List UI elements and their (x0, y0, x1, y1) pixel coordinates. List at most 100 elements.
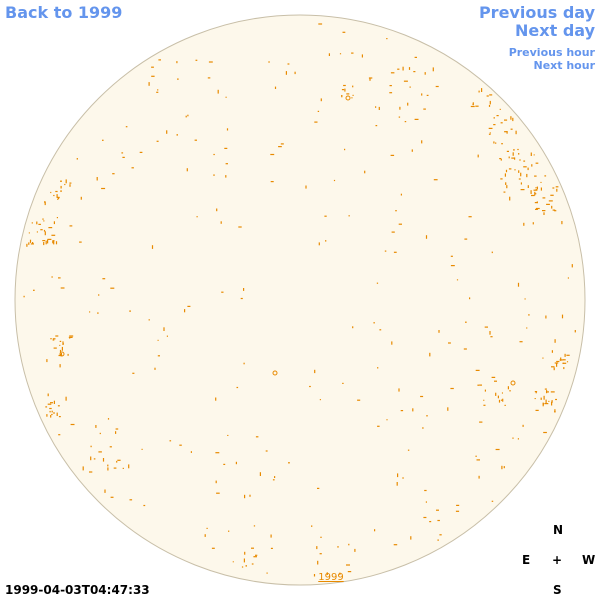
magnetic-feature (561, 221, 563, 225)
magnetic-feature (398, 388, 400, 392)
magnetic-feature (50, 338, 52, 340)
magnetic-feature (432, 67, 434, 72)
magnetic-feature (235, 461, 237, 465)
magnetic-feature (399, 106, 401, 110)
magnetic-feature (554, 210, 557, 212)
magnetic-feature (69, 184, 71, 187)
previous-day-link[interactable]: Previous day (478, 3, 595, 22)
magnetic-feature (213, 153, 215, 156)
magnetic-feature (527, 185, 529, 188)
magnetic-feature (512, 117, 514, 122)
magnetic-feature (216, 208, 218, 212)
magnetic-feature (326, 572, 328, 575)
back-to-year-link[interactable]: Back to 1999 (5, 3, 123, 22)
magnetic-feature (176, 134, 178, 136)
magnetic-feature (245, 565, 247, 567)
magnetic-feature (211, 547, 215, 549)
next-hour-link[interactable]: Next hour (533, 59, 596, 72)
magnetic-feature (115, 431, 117, 434)
magnetic-feature (500, 178, 503, 180)
magnetic-feature (251, 547, 254, 549)
magnetic-feature (506, 131, 508, 134)
magnetic-feature (238, 226, 242, 228)
magnetic-feature-ring (272, 370, 278, 376)
magnetic-feature (551, 350, 553, 353)
magnetic-feature (505, 169, 508, 173)
magnetic-feature (508, 156, 510, 159)
previous-hour-link[interactable]: Previous hour (508, 46, 595, 59)
magnetic-feature (187, 305, 191, 307)
magnetic-feature (176, 61, 178, 64)
magnetic-feature (122, 467, 124, 469)
magnetic-feature (481, 88, 483, 92)
magnetic-feature (125, 126, 128, 128)
magnetic-feature (38, 223, 41, 225)
magnetic-feature (52, 338, 56, 340)
magnetic-feature (270, 534, 272, 538)
magnetic-feature (504, 173, 506, 177)
magnetic-feature (102, 458, 105, 462)
magnetic-feature (343, 84, 346, 87)
magnetic-feature (551, 205, 553, 209)
magnetic-feature (501, 392, 503, 394)
magnetic-feature (44, 201, 46, 206)
magnetic-feature (501, 143, 503, 145)
magnetic-feature (89, 471, 93, 473)
magnetic-feature (128, 464, 130, 469)
magnetic-feature (517, 438, 519, 440)
magnetic-feature (535, 391, 537, 394)
magnetic-feature (456, 504, 460, 506)
magnetic-feature (46, 359, 48, 363)
magnetic-feature (46, 414, 48, 417)
magnetic-feature (523, 222, 525, 226)
magnetic-feature (515, 130, 517, 135)
magnetic-feature (564, 353, 566, 357)
magnetic-feature (55, 335, 59, 337)
magnetic-feature (373, 322, 375, 324)
magnetic-feature (377, 425, 380, 427)
magnetic-feature (489, 94, 493, 96)
magnetic-feature (390, 72, 395, 74)
magnetic-feature (384, 250, 387, 252)
magnetic-feature (495, 392, 497, 396)
magnetic-feature (535, 193, 537, 195)
magnetic-feature (244, 551, 246, 555)
magnetic-feature (533, 189, 538, 191)
magnetic-feature (400, 410, 404, 412)
magnetic-feature (314, 369, 316, 374)
magnetic-feature (59, 364, 61, 368)
magnetic-feature (493, 124, 496, 126)
magnetic-feature (97, 312, 99, 314)
magnetic-feature (566, 361, 569, 363)
magnetic-feature (378, 106, 380, 110)
magnetic-feature (352, 326, 354, 329)
magnetic-feature (433, 179, 438, 181)
magnetic-feature (43, 242, 45, 246)
magnetic-feature (535, 208, 538, 210)
magnetic-feature (426, 415, 428, 417)
magnetic-feature (503, 466, 505, 469)
magnetic-feature (528, 314, 530, 316)
magnetic-feature (96, 177, 98, 181)
magnetic-feature (563, 359, 566, 361)
magnetic-feature (548, 400, 550, 402)
magnetic-feature (317, 110, 320, 112)
magnetic-feature (450, 387, 454, 390)
magnetic-feature (497, 395, 499, 399)
magnetic-feature (494, 380, 497, 382)
magnetic-feature (65, 396, 67, 401)
next-day-link[interactable]: Next day (515, 21, 595, 40)
magnetic-feature (379, 329, 382, 331)
magnetic-feature (148, 319, 150, 321)
magnetic-feature (243, 288, 245, 291)
magnetic-feature (50, 402, 53, 404)
magnetic-feature (512, 152, 514, 156)
magnetic-feature (80, 196, 82, 200)
magnetic-feature (53, 194, 55, 197)
magnetic-feature (243, 362, 245, 365)
magnetic-feature (552, 187, 555, 189)
magnetic-feature (45, 240, 47, 245)
magnetic-feature (402, 66, 404, 71)
magnetic-feature (551, 401, 553, 406)
magnetic-feature (53, 400, 55, 404)
